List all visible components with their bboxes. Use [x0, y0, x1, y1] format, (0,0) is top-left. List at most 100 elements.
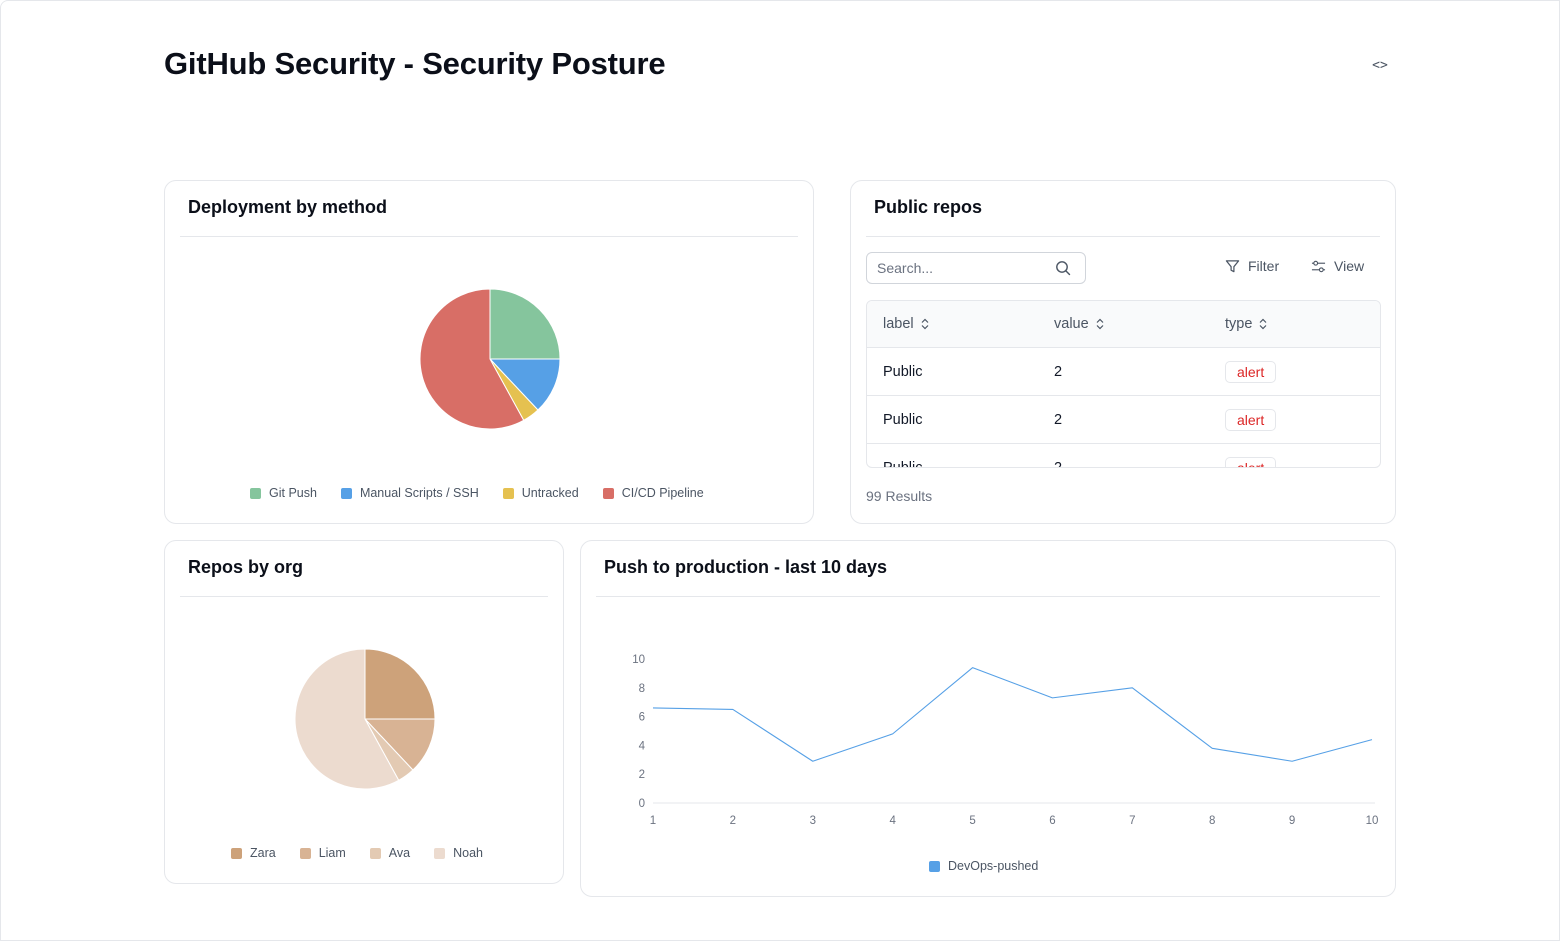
- search-input[interactable]: [877, 260, 1047, 276]
- series-line-devops-pushed[interactable]: [652, 667, 1373, 762]
- table-header: label value type: [867, 301, 1380, 348]
- public-repos-title: Public repos: [874, 197, 983, 217]
- view-label: View: [1334, 258, 1365, 274]
- push-to-production-card: Push to production - last 10 days 0 2 4 6 8 1…: [580, 540, 1396, 897]
- data-point[interactable]: [1287, 756, 1297, 766]
- legend-swatch: [250, 487, 261, 499]
- page-title: GitHub Security - Security Posture: [164, 46, 666, 81]
- y-tick-label: 10: [632, 654, 645, 666]
- data-point[interactable]: [1367, 735, 1377, 745]
- data-point[interactable]: [968, 663, 978, 673]
- cell-label: Public: [883, 363, 923, 380]
- legend-item[interactable]: Git Push: [250, 486, 317, 500]
- repos-by-org-title: Repos by org: [188, 557, 304, 577]
- search-field[interactable]: [866, 252, 1086, 284]
- public-repos-table: label value type Public 2 alert: [866, 300, 1381, 468]
- cell-value: 2: [1054, 460, 1063, 468]
- x-tick-label: 10: [1366, 815, 1379, 827]
- type-badge: alert: [1225, 457, 1277, 467]
- x-tick-label: 7: [1129, 815, 1135, 827]
- x-tick-label: 3: [810, 815, 816, 827]
- legend-label: Ava: [388, 846, 411, 860]
- legend-swatch: [602, 487, 614, 499]
- legend-label: Liam: [318, 846, 346, 860]
- cell-value: 2: [1054, 363, 1063, 380]
- x-tick-label: 6: [1049, 815, 1055, 827]
- legend-item[interactable]: Zara: [231, 846, 276, 860]
- column-header-text: label: [883, 316, 914, 332]
- view-button[interactable]: View: [1311, 258, 1364, 274]
- y-tick-label: 2: [639, 769, 645, 781]
- y-tick-label: 0: [639, 798, 645, 810]
- legend-item[interactable]: Untracked: [502, 486, 579, 500]
- divider: [180, 596, 548, 597]
- type-badge: alert: [1225, 408, 1277, 431]
- data-point[interactable]: [648, 703, 658, 713]
- y-tick-label: 8: [639, 683, 645, 695]
- y-tick-label: 6: [639, 712, 645, 724]
- deployment-legend: Git Push Manual Scripts / SSH Untracked CI/…: [250, 486, 704, 500]
- x-tick-label: 2: [730, 815, 736, 827]
- legend-label: Git Push: [269, 486, 317, 500]
- legend-item[interactable]: CI/CD Pipeline: [602, 486, 704, 500]
- x-tick-label: 9: [1289, 815, 1295, 827]
- search-icon[interactable]: [1055, 260, 1071, 276]
- legend-item[interactable]: DevOps-pushed: [929, 859, 1038, 873]
- divider: [596, 596, 1380, 597]
- push-to-production-legend: DevOps-pushed: [929, 859, 1038, 873]
- repos-by-org-pie-chart: [294, 648, 436, 790]
- legend-label: CI/CD Pipeline: [621, 486, 704, 500]
- deployment-card-title: Deployment by method: [188, 197, 388, 217]
- filter-icon: [1225, 259, 1240, 272]
- pie-slice-liam[interactable]: [363, 718, 436, 771]
- pie-slice-noah[interactable]: [294, 648, 400, 790]
- deployment-card: Deployment by method Git Push Manual Scri…: [164, 180, 814, 524]
- type-badge: alert: [1225, 360, 1277, 383]
- column-header-text: type: [1225, 316, 1253, 332]
- y-tick-label: 4: [639, 740, 646, 752]
- data-point[interactable]: [1207, 743, 1217, 753]
- column-header-label[interactable]: label: [883, 316, 930, 332]
- sort-icon: [921, 318, 929, 330]
- data-point[interactable]: [1127, 683, 1137, 693]
- divider: [866, 236, 1380, 237]
- column-header-type[interactable]: type: [1225, 316, 1268, 332]
- divider: [180, 236, 798, 237]
- column-header-value[interactable]: value: [1054, 316, 1105, 332]
- table-row[interactable]: Public 2 alert: [867, 348, 1380, 396]
- data-point[interactable]: [808, 756, 818, 766]
- pie-slice-git-push[interactable]: [489, 288, 561, 360]
- table-row[interactable]: Public 2 alert: [867, 396, 1380, 444]
- legend-swatch: [231, 847, 242, 859]
- legend-item[interactable]: Liam: [299, 846, 346, 860]
- table-row[interactable]: Public 2 alert: [867, 444, 1380, 468]
- deployment-pie-chart: [419, 288, 561, 430]
- legend-swatch: [369, 847, 381, 859]
- legend-item[interactable]: Noah: [434, 846, 483, 860]
- data-point[interactable]: [1047, 693, 1057, 703]
- legend-item[interactable]: Manual Scripts / SSH: [340, 486, 479, 500]
- cell-label: Public: [883, 411, 923, 428]
- legend-swatch: [299, 847, 311, 859]
- push-to-production-title: Push to production - last 10 days: [604, 557, 888, 577]
- sort-icon: [1096, 318, 1104, 330]
- pie-slice-ci-cd-pipeline[interactable]: [419, 288, 525, 430]
- code-toggle-icon[interactable]: <>: [1372, 58, 1388, 73]
- repos-by-org-legend: Zara Liam Ava Noah: [231, 846, 483, 860]
- public-repos-card: Public repos Filter View label: [850, 180, 1396, 524]
- sort-icon: [1259, 318, 1267, 330]
- pie-slice-zara[interactable]: [364, 648, 436, 720]
- legend-label: DevOps-pushed: [948, 859, 1039, 873]
- pie-slice-manual-scripts-ssh[interactable]: [488, 358, 561, 411]
- data-point[interactable]: [888, 729, 898, 739]
- x-tick-label: 8: [1209, 815, 1215, 827]
- x-tick-label: 4: [889, 815, 896, 827]
- filter-button[interactable]: Filter: [1225, 258, 1279, 274]
- repos-by-org-card: Repos by org Zara Liam Ava Noah: [164, 540, 564, 884]
- legend-label: Untracked: [521, 486, 579, 500]
- cell-label: Public: [883, 460, 923, 468]
- data-point[interactable]: [728, 704, 738, 714]
- cell-value: 2: [1054, 411, 1063, 428]
- legend-item[interactable]: Ava: [369, 846, 411, 860]
